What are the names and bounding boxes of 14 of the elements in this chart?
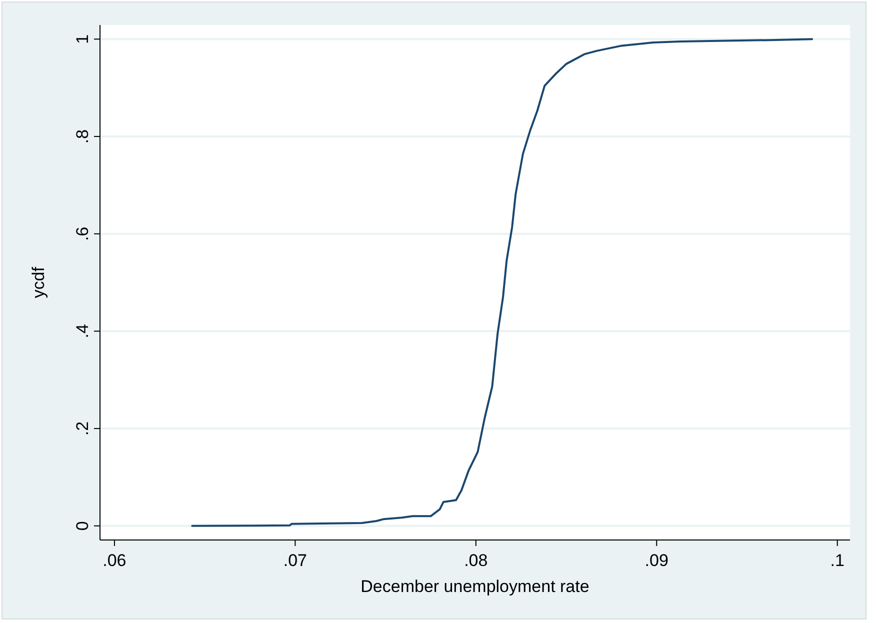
- y-tick-label: .2: [73, 421, 92, 436]
- line-series: [191, 38, 814, 527]
- y-tick-label: 1: [73, 34, 92, 44]
- x-axis-title: December unemployment rate: [360, 577, 590, 596]
- y-tick-label: .8: [73, 129, 92, 144]
- x-tick-label: .07: [283, 551, 307, 570]
- y-tick-label: 0: [73, 521, 92, 531]
- y-axis-title: ycdf: [29, 266, 48, 298]
- x-tick-label: .06: [102, 551, 126, 570]
- x-tick-label: .1: [830, 551, 844, 570]
- y-tick-label: .4: [73, 324, 92, 338]
- x-tick-label: .09: [644, 551, 668, 570]
- x-tick-label: .08: [464, 551, 488, 570]
- y-tick-label: .6: [73, 226, 92, 241]
